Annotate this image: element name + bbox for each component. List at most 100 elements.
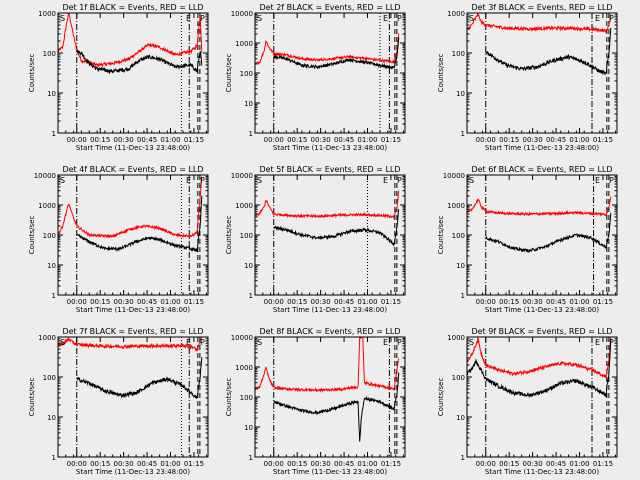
plot-area [255,13,400,133]
y-tick-label: 1000 [447,202,465,210]
marker-label-end: E [383,14,388,23]
marker-label-end: E [383,338,388,347]
y-tick-label: 1 [52,130,56,138]
marker-label-start: S [257,176,262,185]
axes-frame [466,174,618,296]
axes-frame [466,336,618,458]
marker-label-peak: P [200,176,205,185]
series-events-black [273,372,400,442]
panel-title: Det 8f BLACK = Events, RED = LLD [259,327,400,336]
y-tick-label: 1000 [235,364,253,372]
marker-label-peak: P [609,176,614,185]
x-tick-label: 01:00 [357,298,377,306]
y-tick-label: 100 [452,50,465,58]
y-tick-label: 1000 [235,40,253,48]
x-tick-label: 01:00 [569,136,589,144]
series-lld-red [58,13,203,68]
y-tick-label: 10 [47,414,56,422]
x-tick-label: 00:30 [523,298,543,306]
y-tick-label: 10 [456,414,465,422]
y-tick-label: 1 [52,292,56,300]
y-tick-label: 10 [456,90,465,98]
y-tick-label: 1000 [235,202,253,210]
x-tick-label: 00:45 [546,136,566,144]
y-axis-label: Counts/sec [437,54,445,93]
plot-area [467,175,612,295]
x-tick-label: 01:00 [569,298,589,306]
y-tick-label: 10 [47,90,56,98]
y-tick-label: 10 [244,424,253,432]
marker-label-start: S [257,338,262,347]
x-tick-label: 00:30 [523,136,543,144]
x-tick-label: 00:15 [499,298,519,306]
y-tick-label: 1000 [38,202,56,210]
marker-label-end: E [383,176,388,185]
x-tick-label: 00:45 [137,460,157,468]
series-lld-red [58,176,203,239]
marker-label-end: E [186,176,191,185]
y-axis-label: Counts/sec [225,54,233,93]
x-axis-label: Start Time (11-Dec-13 23:48:00) [273,144,387,152]
x-tick-label: 01:15 [381,460,401,468]
plot-area [467,337,612,457]
plot-area [467,13,612,133]
y-tick-label: 1 [249,454,253,462]
x-tick-label: 01:00 [160,136,180,144]
y-tick-label: 100 [240,70,253,78]
x-tick-label: 00:30 [523,460,543,468]
panel-title: Det 2f BLACK = Events, RED = LLD [259,3,400,12]
series-events-black [76,357,203,399]
series-lld-red [467,196,612,218]
y-tick-label: 10 [456,262,465,270]
x-tick-label: 00:00 [476,136,496,144]
y-tick-label: 100 [452,232,465,240]
y-tick-label: 1000 [447,334,465,342]
series-events-black [485,212,612,253]
marker-label-end: E [595,14,600,23]
plot-area [58,337,203,457]
panel-6: Det 6f BLACK = Events, RED = LLD 1 10 100 10… [437,165,618,314]
x-axis-label: Start Time (11-Dec-13 23:48:00) [76,144,190,152]
x-tick-label: 00:30 [114,298,134,306]
y-tick-label: 10 [47,262,56,270]
panel-9: Det 9f BLACK = Events, RED = LLD 1 10 100 10… [437,327,618,476]
x-tick-label: 01:00 [160,298,180,306]
panel-title: Det 1f BLACK = Events, RED = LLD [62,3,203,12]
panel-title: Det 4f BLACK = Events, RED = LLD [62,165,203,174]
y-tick-label: 100 [240,394,253,402]
y-tick-label: 1 [249,292,253,300]
marker-label-start: S [469,14,474,23]
marker-label-peak: P [200,14,205,23]
x-tick-label: 01:15 [593,460,613,468]
series-events-black [273,209,400,247]
x-tick-label: 01:15 [184,298,204,306]
y-axis-label: Counts/sec [225,378,233,417]
panel-5: Det 5f BLACK = Events, RED = LLD 1 10 100 10… [225,165,406,314]
axes-frame [254,174,406,296]
x-tick-label: 00:15 [499,136,519,144]
y-axis-label: Counts/sec [28,216,36,255]
y-tick-label: 1 [461,292,465,300]
axes-frame [254,12,406,134]
series-lld-red [467,13,612,33]
x-tick-label: 00:15 [499,460,519,468]
y-tick-label: 1 [461,454,465,462]
y-axis-label: Counts/sec [28,378,36,417]
x-tick-label: 01:00 [357,460,377,468]
plot-area [58,175,203,295]
marker-label-start: S [257,14,262,23]
marker-label-peak: P [397,338,402,347]
y-tick-label: 1000 [38,334,56,342]
x-tick-label: 00:15 [90,298,110,306]
x-tick-label: 01:00 [160,460,180,468]
x-tick-label: 01:15 [184,460,204,468]
y-axis-label: Counts/sec [437,216,445,255]
x-tick-label: 00:45 [546,298,566,306]
axes-frame [466,12,618,134]
y-tick-label: 100 [43,374,56,382]
marker-label-start: S [60,338,65,347]
marker-label-end: E [595,176,600,185]
marker-label-peak: P [397,176,402,185]
panel-4: Det 4f BLACK = Events, RED = LLD 1 10 100 10… [28,165,209,314]
series-events-black [76,195,203,253]
